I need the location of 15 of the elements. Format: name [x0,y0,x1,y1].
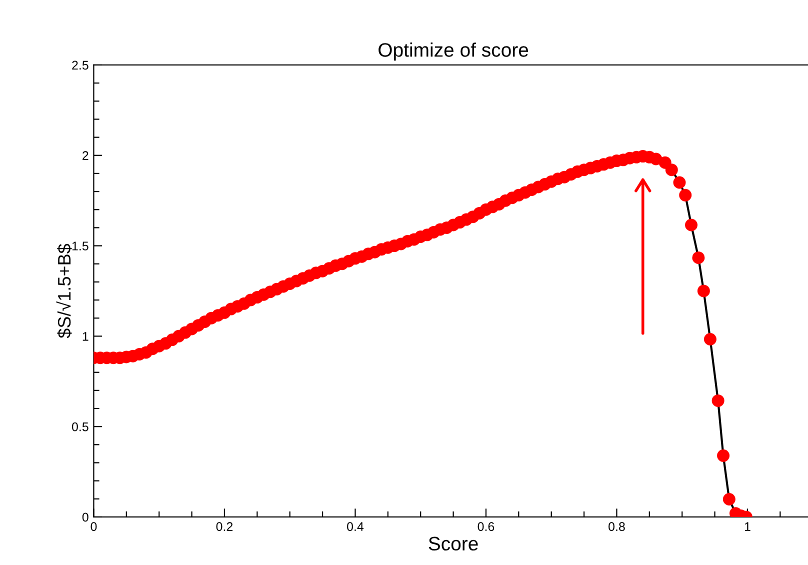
y-tick-label: 1 [82,332,88,341]
x-tick-label: 0.2 [216,522,233,532]
y-tick-label: 2.5 [72,60,88,70]
y-tick-label: 1.5 [72,242,88,250]
x-tick-label: 1 [744,522,750,531]
y-tick-label: 0 [82,512,88,522]
chart-title: Optimize of score [378,42,528,61]
x-tick-label: 0.6 [478,522,494,532]
y-axis-title: $S/√1.5+B$ [56,244,72,338]
y-tick-label: 0.5 [72,422,88,432]
x-tick-label: 0.8 [608,522,625,532]
y-tick-label: 2 [82,151,88,160]
x-axis-title: Score [428,536,478,551]
x-tick-label: 0 [90,522,97,532]
x-tick-label: 0.4 [347,522,364,532]
